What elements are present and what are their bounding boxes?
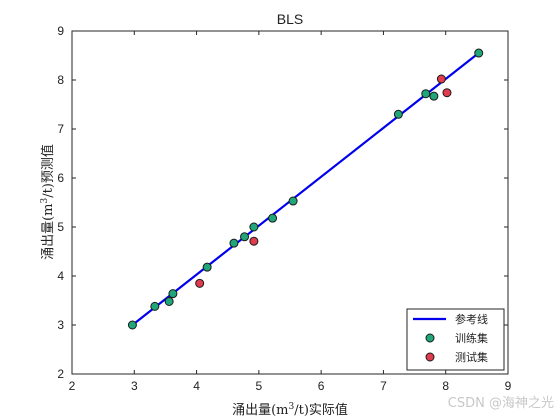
y-tick-label: 2 [57, 367, 64, 381]
series-1 [131, 52, 480, 326]
legend-marker-swatch [425, 352, 435, 362]
data-point [240, 232, 250, 242]
data-point [127, 320, 137, 330]
legend-label: 参考线 [455, 312, 488, 326]
y-tick-label: 6 [57, 171, 64, 185]
data-point [288, 196, 298, 206]
legend-label: 训练集 [455, 331, 488, 345]
data-point [195, 278, 205, 288]
series-2 [127, 48, 484, 330]
data-point [202, 262, 212, 272]
x-tick-label: 8 [442, 379, 449, 393]
data-point [421, 89, 431, 99]
legend-item: 参考线 [413, 312, 488, 326]
series-3 [195, 74, 452, 288]
watermark: CSDN @海神之光 [448, 396, 554, 411]
data-point [442, 88, 452, 98]
y-tick-label: 3 [57, 318, 64, 332]
x-tick-label: 9 [505, 379, 512, 393]
series-layer [127, 48, 484, 330]
x-tick-label: 4 [193, 379, 200, 393]
legend-label: 测试集 [455, 350, 488, 364]
data-point [249, 222, 259, 232]
legend-item: 测试集 [425, 350, 488, 364]
data-point [164, 296, 174, 306]
x-tick-label: 3 [131, 379, 138, 393]
data-point [150, 301, 160, 311]
y-axis-label: 涌出量(m3/t)预测值 [40, 144, 56, 260]
data-point [249, 236, 259, 246]
legend-marker-swatch [425, 333, 435, 343]
x-tick-label: 7 [380, 379, 387, 393]
data-point [268, 213, 278, 223]
reference-line [131, 52, 480, 326]
x-tick-label: 2 [69, 379, 76, 393]
data-point [436, 74, 446, 84]
data-point [429, 91, 439, 101]
data-point [168, 289, 178, 299]
y-tick-label: 8 [57, 73, 64, 87]
y-tick-label: 7 [57, 122, 64, 136]
y-tick-label: 5 [57, 220, 64, 234]
y-tick-label: 4 [57, 269, 64, 283]
x-axis-label: 涌出量(m3/t)实际值 [232, 402, 348, 418]
data-point [393, 109, 403, 119]
legend-item: 训练集 [425, 331, 488, 345]
data-point [229, 238, 239, 248]
data-point [474, 48, 484, 58]
x-tick-label: 6 [318, 379, 325, 393]
y-tick-label: 9 [57, 24, 64, 38]
x-tick-label: 5 [256, 379, 263, 393]
chart-title: BLS [277, 11, 303, 27]
y-axis: 2 3 4 5 6 7 8 9 [57, 24, 508, 381]
x-axis: 2 3 4 5 6 7 8 9 [69, 31, 512, 393]
